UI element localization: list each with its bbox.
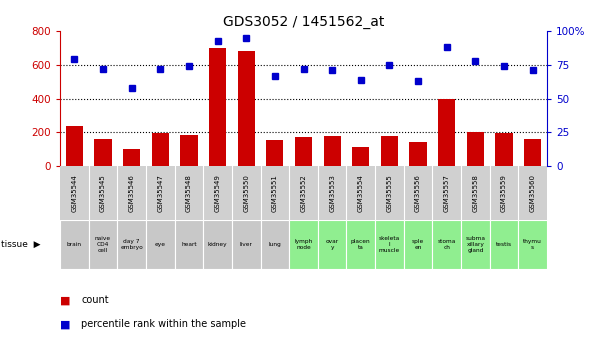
- Text: GSM35547: GSM35547: [157, 175, 163, 212]
- Bar: [180, 135, 198, 166]
- Text: thymu
s: thymu s: [523, 239, 542, 250]
- Text: ■: ■: [60, 295, 70, 305]
- Bar: [146, 220, 175, 269]
- Text: GSM35550: GSM35550: [243, 175, 249, 212]
- Text: day 7
embryо: day 7 embryо: [120, 239, 143, 250]
- Text: liver: liver: [240, 242, 252, 247]
- Text: percentile rank within the sample: percentile rank within the sample: [81, 319, 246, 329]
- Text: kidney: kidney: [208, 242, 227, 247]
- Bar: [261, 220, 289, 269]
- Text: GSM35552: GSM35552: [300, 175, 307, 212]
- Text: GSM35549: GSM35549: [215, 175, 221, 212]
- Text: GSM35554: GSM35554: [358, 175, 364, 212]
- Title: GDS3052 / 1451562_at: GDS3052 / 1451562_at: [223, 14, 384, 29]
- Text: ovar
y: ovar y: [326, 239, 339, 250]
- Text: sple
en: sple en: [412, 239, 424, 250]
- Text: GSM35544: GSM35544: [72, 175, 78, 212]
- Text: GSM35560: GSM35560: [529, 174, 535, 213]
- Text: GSM35551: GSM35551: [272, 175, 278, 212]
- Text: placen
ta: placen ta: [351, 239, 371, 250]
- Bar: [518, 220, 547, 269]
- Bar: [323, 136, 341, 166]
- Bar: [209, 48, 226, 166]
- Text: GSM35546: GSM35546: [129, 175, 135, 212]
- Bar: [467, 132, 484, 166]
- Text: count: count: [81, 295, 109, 305]
- Bar: [151, 133, 169, 166]
- Bar: [352, 147, 370, 166]
- Bar: [524, 139, 541, 166]
- Text: lung: lung: [269, 242, 281, 247]
- Text: GSM35545: GSM35545: [100, 175, 106, 212]
- Text: brain: brain: [67, 242, 82, 247]
- Bar: [381, 136, 398, 166]
- Bar: [237, 51, 255, 166]
- Bar: [123, 149, 140, 166]
- Text: tissue  ▶: tissue ▶: [1, 240, 40, 249]
- Text: GSM35557: GSM35557: [444, 175, 450, 212]
- Bar: [117, 220, 146, 269]
- Bar: [289, 220, 318, 269]
- Bar: [295, 137, 312, 166]
- Bar: [318, 220, 346, 269]
- Bar: [175, 220, 203, 269]
- Bar: [409, 142, 427, 166]
- Text: heart: heart: [181, 242, 197, 247]
- Bar: [375, 220, 404, 269]
- Bar: [490, 220, 518, 269]
- Bar: [495, 133, 513, 166]
- Bar: [346, 220, 375, 269]
- Text: skeleta
l
muscle: skeleta l muscle: [379, 236, 400, 253]
- Text: GSM35556: GSM35556: [415, 175, 421, 212]
- Text: stoma
ch: stoma ch: [438, 239, 456, 250]
- Text: lymph
node: lymph node: [294, 239, 313, 250]
- Text: GSM35555: GSM35555: [386, 175, 392, 212]
- Bar: [89, 220, 117, 269]
- Text: GSM35559: GSM35559: [501, 175, 507, 212]
- Bar: [94, 139, 112, 166]
- Bar: [266, 140, 284, 166]
- Bar: [66, 126, 83, 166]
- Text: GSM35558: GSM35558: [472, 175, 478, 212]
- Bar: [232, 220, 261, 269]
- Text: testis: testis: [496, 242, 512, 247]
- Text: GSM35548: GSM35548: [186, 175, 192, 212]
- Bar: [404, 220, 432, 269]
- Bar: [432, 220, 461, 269]
- Text: subma
xillary
gland: subma xillary gland: [465, 236, 486, 253]
- Text: naive
CD4
cell: naive CD4 cell: [95, 236, 111, 253]
- Text: eye: eye: [155, 242, 166, 247]
- Text: ■: ■: [60, 319, 70, 329]
- Bar: [203, 220, 232, 269]
- Bar: [461, 220, 490, 269]
- Text: GSM35553: GSM35553: [329, 175, 335, 212]
- Bar: [60, 220, 89, 269]
- Bar: [438, 99, 456, 166]
